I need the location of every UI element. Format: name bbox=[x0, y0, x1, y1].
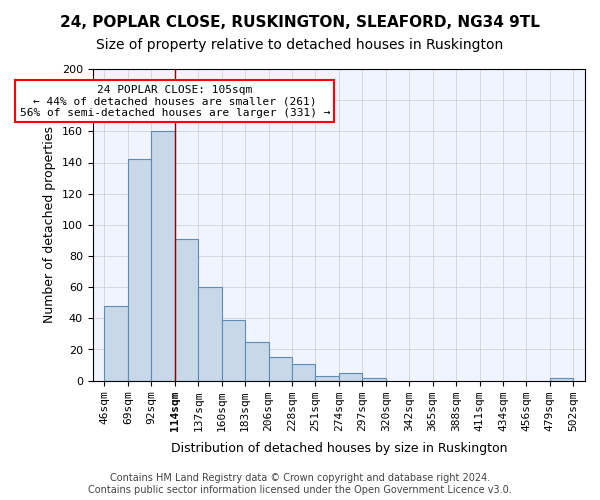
Bar bbox=[316, 376, 339, 380]
Bar bbox=[151, 132, 175, 380]
Bar bbox=[175, 239, 198, 380]
X-axis label: Distribution of detached houses by size in Ruskington: Distribution of detached houses by size … bbox=[170, 442, 507, 455]
Text: Size of property relative to detached houses in Ruskington: Size of property relative to detached ho… bbox=[97, 38, 503, 52]
Text: Contains HM Land Registry data © Crown copyright and database right 2024.
Contai: Contains HM Land Registry data © Crown c… bbox=[88, 474, 512, 495]
Bar bbox=[245, 342, 269, 380]
Bar bbox=[269, 358, 292, 380]
Bar bbox=[128, 160, 151, 380]
Bar bbox=[339, 373, 362, 380]
Bar bbox=[362, 378, 386, 380]
Bar bbox=[292, 364, 316, 380]
Text: 24, POPLAR CLOSE, RUSKINGTON, SLEAFORD, NG34 9TL: 24, POPLAR CLOSE, RUSKINGTON, SLEAFORD, … bbox=[60, 15, 540, 30]
Text: 24 POPLAR CLOSE: 105sqm
← 44% of detached houses are smaller (261)
56% of semi-d: 24 POPLAR CLOSE: 105sqm ← 44% of detache… bbox=[20, 84, 330, 118]
Y-axis label: Number of detached properties: Number of detached properties bbox=[43, 126, 56, 324]
Bar bbox=[550, 378, 573, 380]
Bar bbox=[198, 287, 221, 380]
Bar bbox=[221, 320, 245, 380]
Bar bbox=[104, 306, 128, 380]
